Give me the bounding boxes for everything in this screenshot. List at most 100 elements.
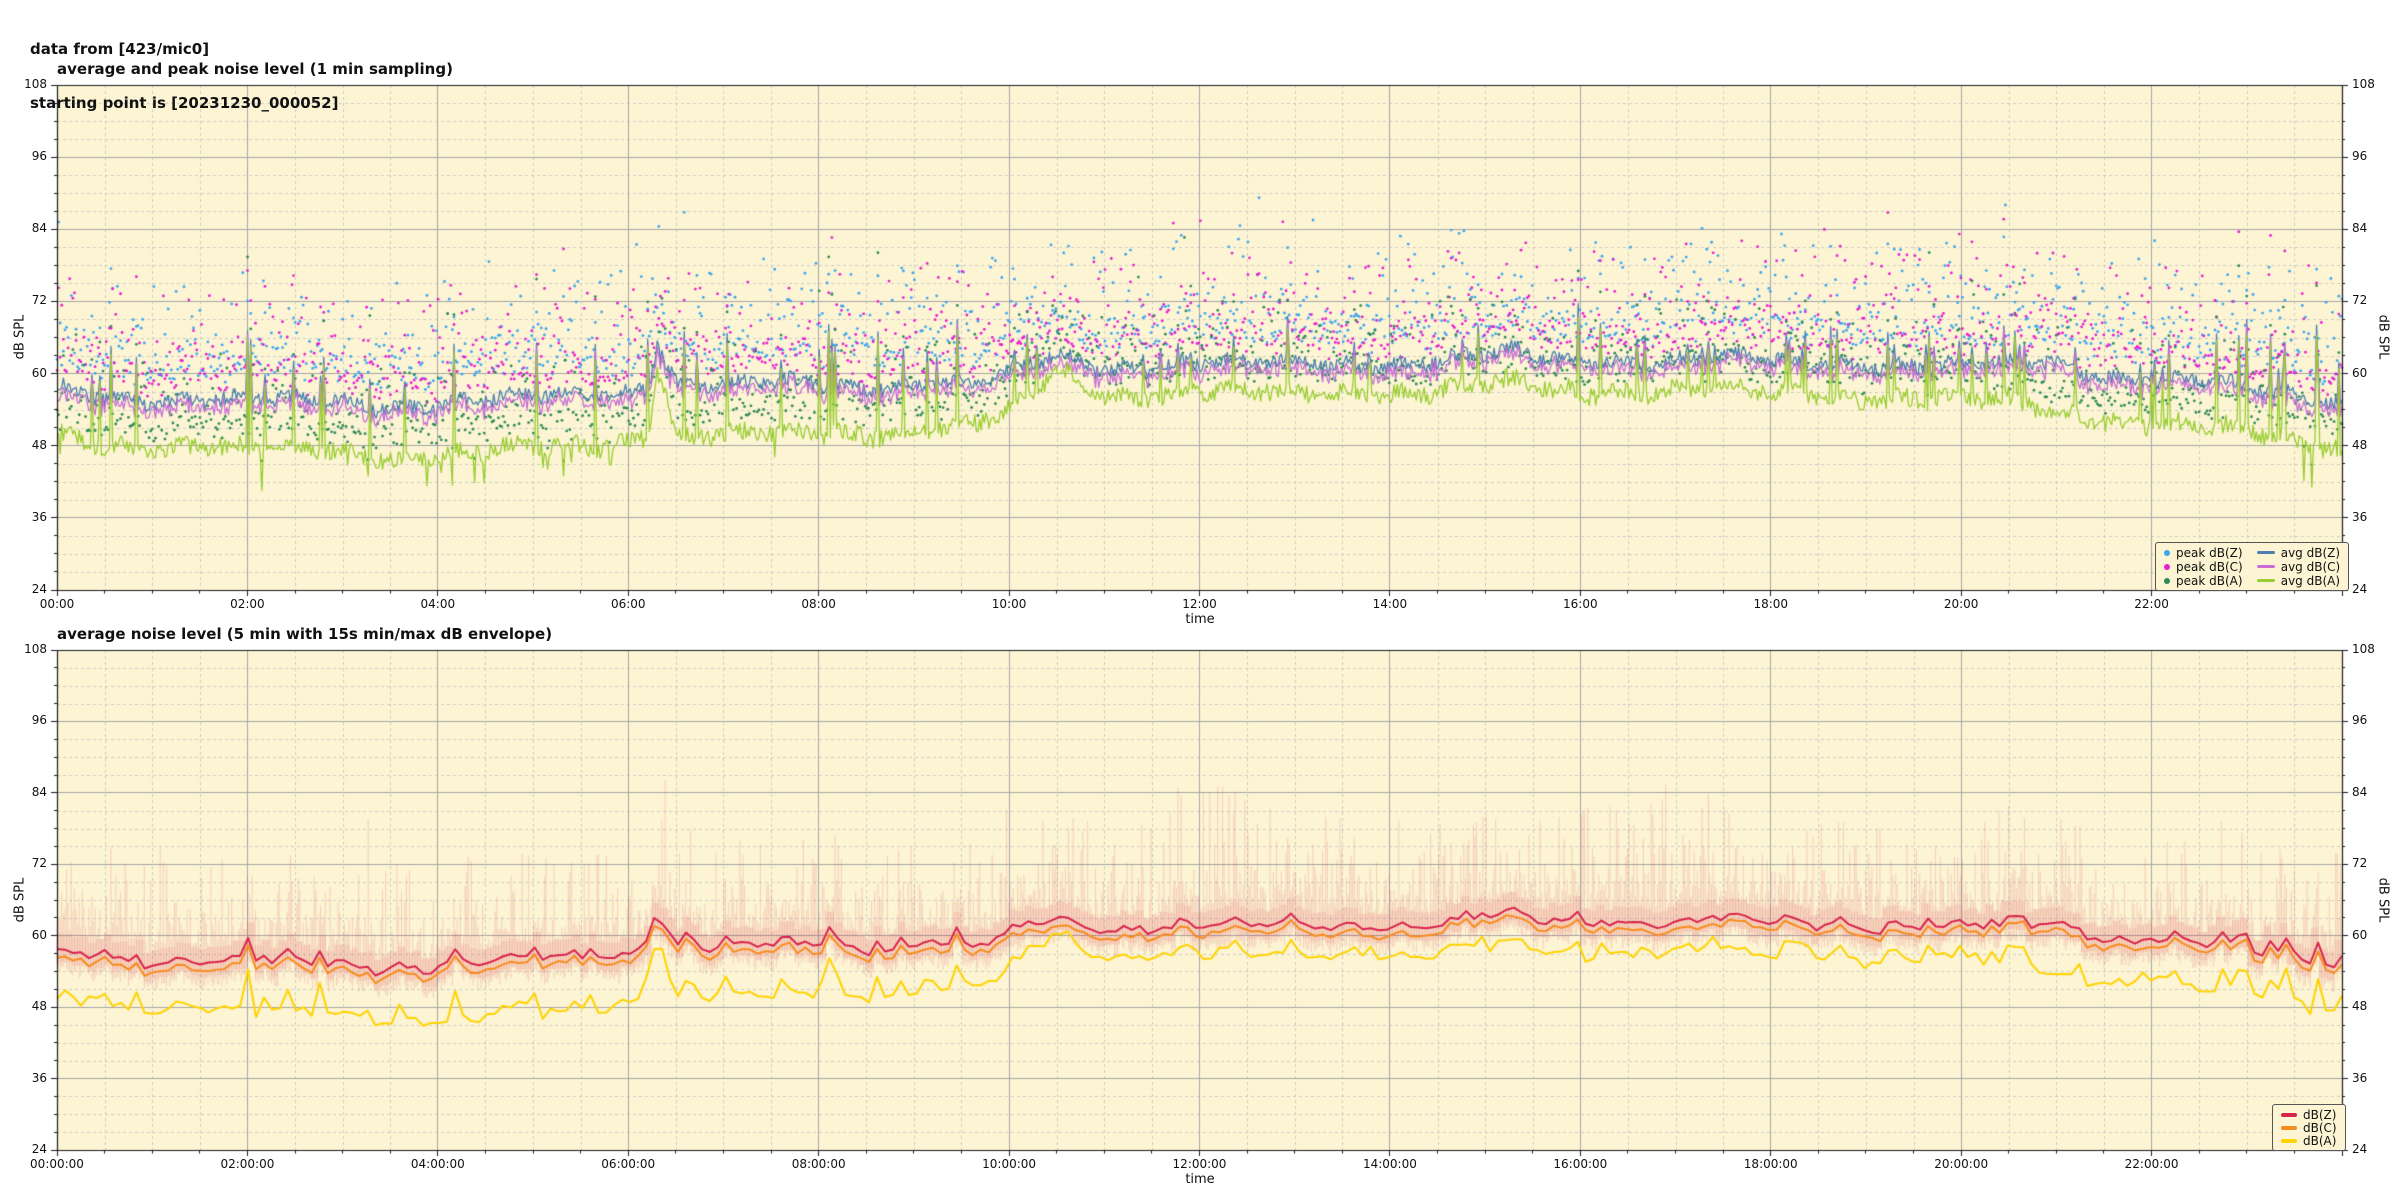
y-tick-label-right: 24: [2352, 582, 2368, 596]
y-tick-label-left: 72: [31, 293, 47, 308]
x-tick-label: 18:00:00: [1743, 1157, 1798, 1171]
legend-column-peaks: peak dB(Z) peak dB(C) peak dB(A): [2164, 545, 2243, 588]
x-tick-label: 08:00:00: [791, 1157, 846, 1171]
legend-label: dB(A): [2303, 1133, 2337, 1148]
y-tick-label-left: 108: [24, 642, 47, 656]
x-tick-label: 04:00:00: [410, 1157, 465, 1171]
chart2-xlabel: time: [1185, 1172, 1215, 1187]
y-tick-label-right: 36: [2352, 509, 2368, 524]
x-tick-label: 20:00: [1943, 597, 1979, 611]
y-tick-label-right: 108: [2352, 77, 2375, 91]
x-tick-label: 22:00: [2134, 597, 2169, 611]
legend-item: dB(Z): [2281, 1107, 2337, 1122]
y-tick-label-left: 84: [31, 784, 47, 799]
y-tick-label-right: 48: [2352, 437, 2368, 452]
legend-dot-swatch: [2164, 577, 2170, 584]
x-tick-label: 00:00:00: [30, 1157, 84, 1171]
legend-line-swatch: [2281, 1138, 2297, 1143]
legend-item: avg dB(C): [2256, 559, 2341, 574]
chart1-ylabel-right: dB SPL: [2375, 314, 2391, 360]
header-line-1: data from [423/mic0]: [30, 40, 210, 58]
legend-label: avg dB(C): [2280, 559, 2341, 574]
x-tick-label: 06:00:00: [601, 1157, 656, 1171]
legend-label: avg dB(A): [2280, 573, 2341, 588]
y-tick-label-right: 24: [2352, 1142, 2368, 1156]
chart1-legend: peak dB(Z) peak dB(C) peak dB(A) avg dB(Z) a…: [2155, 542, 2350, 591]
legend-label: dB(C): [2303, 1120, 2337, 1135]
chart2-legend: dB(Z) dB(C) dB(A): [2272, 1104, 2346, 1151]
x-tick-label: 12:00: [1182, 597, 1217, 611]
header: data from [423/mic0] starting point is […: [30, 4, 338, 148]
x-tick-label: 02:00: [230, 597, 265, 611]
x-tick-label: 20:00:00: [1934, 1157, 1989, 1171]
y-tick-label-right: 60: [2352, 927, 2368, 942]
x-tick-label: 16:00:00: [1553, 1157, 1608, 1171]
y-tick-label-right: 108: [2352, 642, 2375, 656]
y-tick-label-left: 84: [31, 221, 47, 236]
y-tick-label-left: 24: [31, 1142, 47, 1156]
y-tick-label-left: 36: [31, 1070, 47, 1085]
y-tick-label-left: 48: [31, 999, 47, 1014]
legend-item: peak dB(Z): [2164, 545, 2243, 560]
y-tick-label-right: 36: [2352, 1070, 2368, 1085]
y-tick-label-left: 36: [31, 509, 47, 524]
x-tick-label: 06:00: [610, 597, 646, 611]
x-tick-label: 14:00: [1372, 597, 1408, 611]
x-tick-label: 14:00:00: [1362, 1157, 1417, 1171]
y-tick-label-right: 84: [2352, 221, 2368, 236]
y-tick-label-right: 96: [2352, 713, 2368, 728]
chart1-xlabel: time: [1185, 612, 1215, 627]
x-tick-label: 10:00:00: [982, 1157, 1037, 1171]
legend-label: peak dB(Z): [2176, 545, 2243, 560]
x-tick-label: 16:00: [1563, 597, 1598, 611]
legend-item: dB(A): [2281, 1133, 2337, 1148]
y-tick-label-right: 48: [2352, 999, 2368, 1014]
legend-item: dB(C): [2281, 1120, 2337, 1135]
chart1-ylabel-left: dB SPL: [12, 314, 28, 360]
legend-label: peak dB(A): [2176, 573, 2243, 588]
legend-column-averages: avg dB(Z) avg dB(C) avg dB(A): [2256, 545, 2341, 588]
legend-label: dB(Z): [2303, 1107, 2337, 1122]
y-tick-label-left: 96: [31, 713, 47, 728]
legend-label: peak dB(C): [2176, 559, 2243, 574]
legend-dot-swatch: [2164, 549, 2170, 556]
legend-item: avg dB(A): [2256, 573, 2341, 588]
legend-line-swatch: [2281, 1112, 2297, 1117]
y-tick-label-right: 60: [2352, 365, 2368, 380]
y-tick-label-left: 60: [31, 927, 47, 942]
y-tick-label-left: 96: [31, 149, 47, 164]
chart1-title: average and peak noise level (1 min samp…: [57, 60, 453, 78]
y-tick-label-right: 72: [2352, 293, 2368, 308]
x-tick-label: 04:00: [420, 597, 456, 611]
legend-item: avg dB(Z): [2256, 545, 2341, 560]
legend-item: peak dB(A): [2164, 573, 2243, 588]
x-tick-label: 18:00: [1753, 597, 1789, 611]
legend-label: avg dB(Z): [2280, 545, 2341, 560]
legend-line-swatch: [2256, 565, 2275, 568]
x-tick-label: 08:00: [801, 597, 836, 611]
x-tick-label: 02:00:00: [220, 1157, 275, 1171]
y-tick-label-right: 72: [2352, 856, 2368, 871]
header-line-2: starting point is [20231230_000052]: [30, 94, 339, 112]
legend-line-swatch: [2281, 1125, 2297, 1130]
y-tick-label-right: 84: [2352, 784, 2368, 799]
x-tick-label: 00:00: [39, 597, 75, 611]
y-tick-label-left: 72: [31, 856, 47, 871]
chart2-ylabel-left: dB SPL: [12, 877, 28, 923]
x-tick-label: 10:00: [991, 597, 1027, 611]
legend-line-swatch: [2256, 579, 2275, 582]
legend-item: peak dB(C): [2164, 559, 2243, 574]
y-tick-label-left: 108: [24, 77, 47, 91]
chart2-title: average noise level (5 min with 15s min/…: [57, 625, 553, 643]
y-tick-label-left: 24: [31, 582, 47, 596]
x-tick-label: 22:00:00: [2124, 1157, 2179, 1171]
y-tick-label-left: 60: [31, 365, 47, 380]
y-tick-label-right: 96: [2352, 149, 2368, 164]
y-tick-label-left: 48: [31, 437, 47, 452]
legend-dot-swatch: [2164, 563, 2170, 570]
legend-line-swatch: [2256, 551, 2275, 554]
chart2-ylabel-right: dB SPL: [2375, 877, 2391, 923]
x-tick-label: 12:00:00: [1172, 1157, 1227, 1171]
